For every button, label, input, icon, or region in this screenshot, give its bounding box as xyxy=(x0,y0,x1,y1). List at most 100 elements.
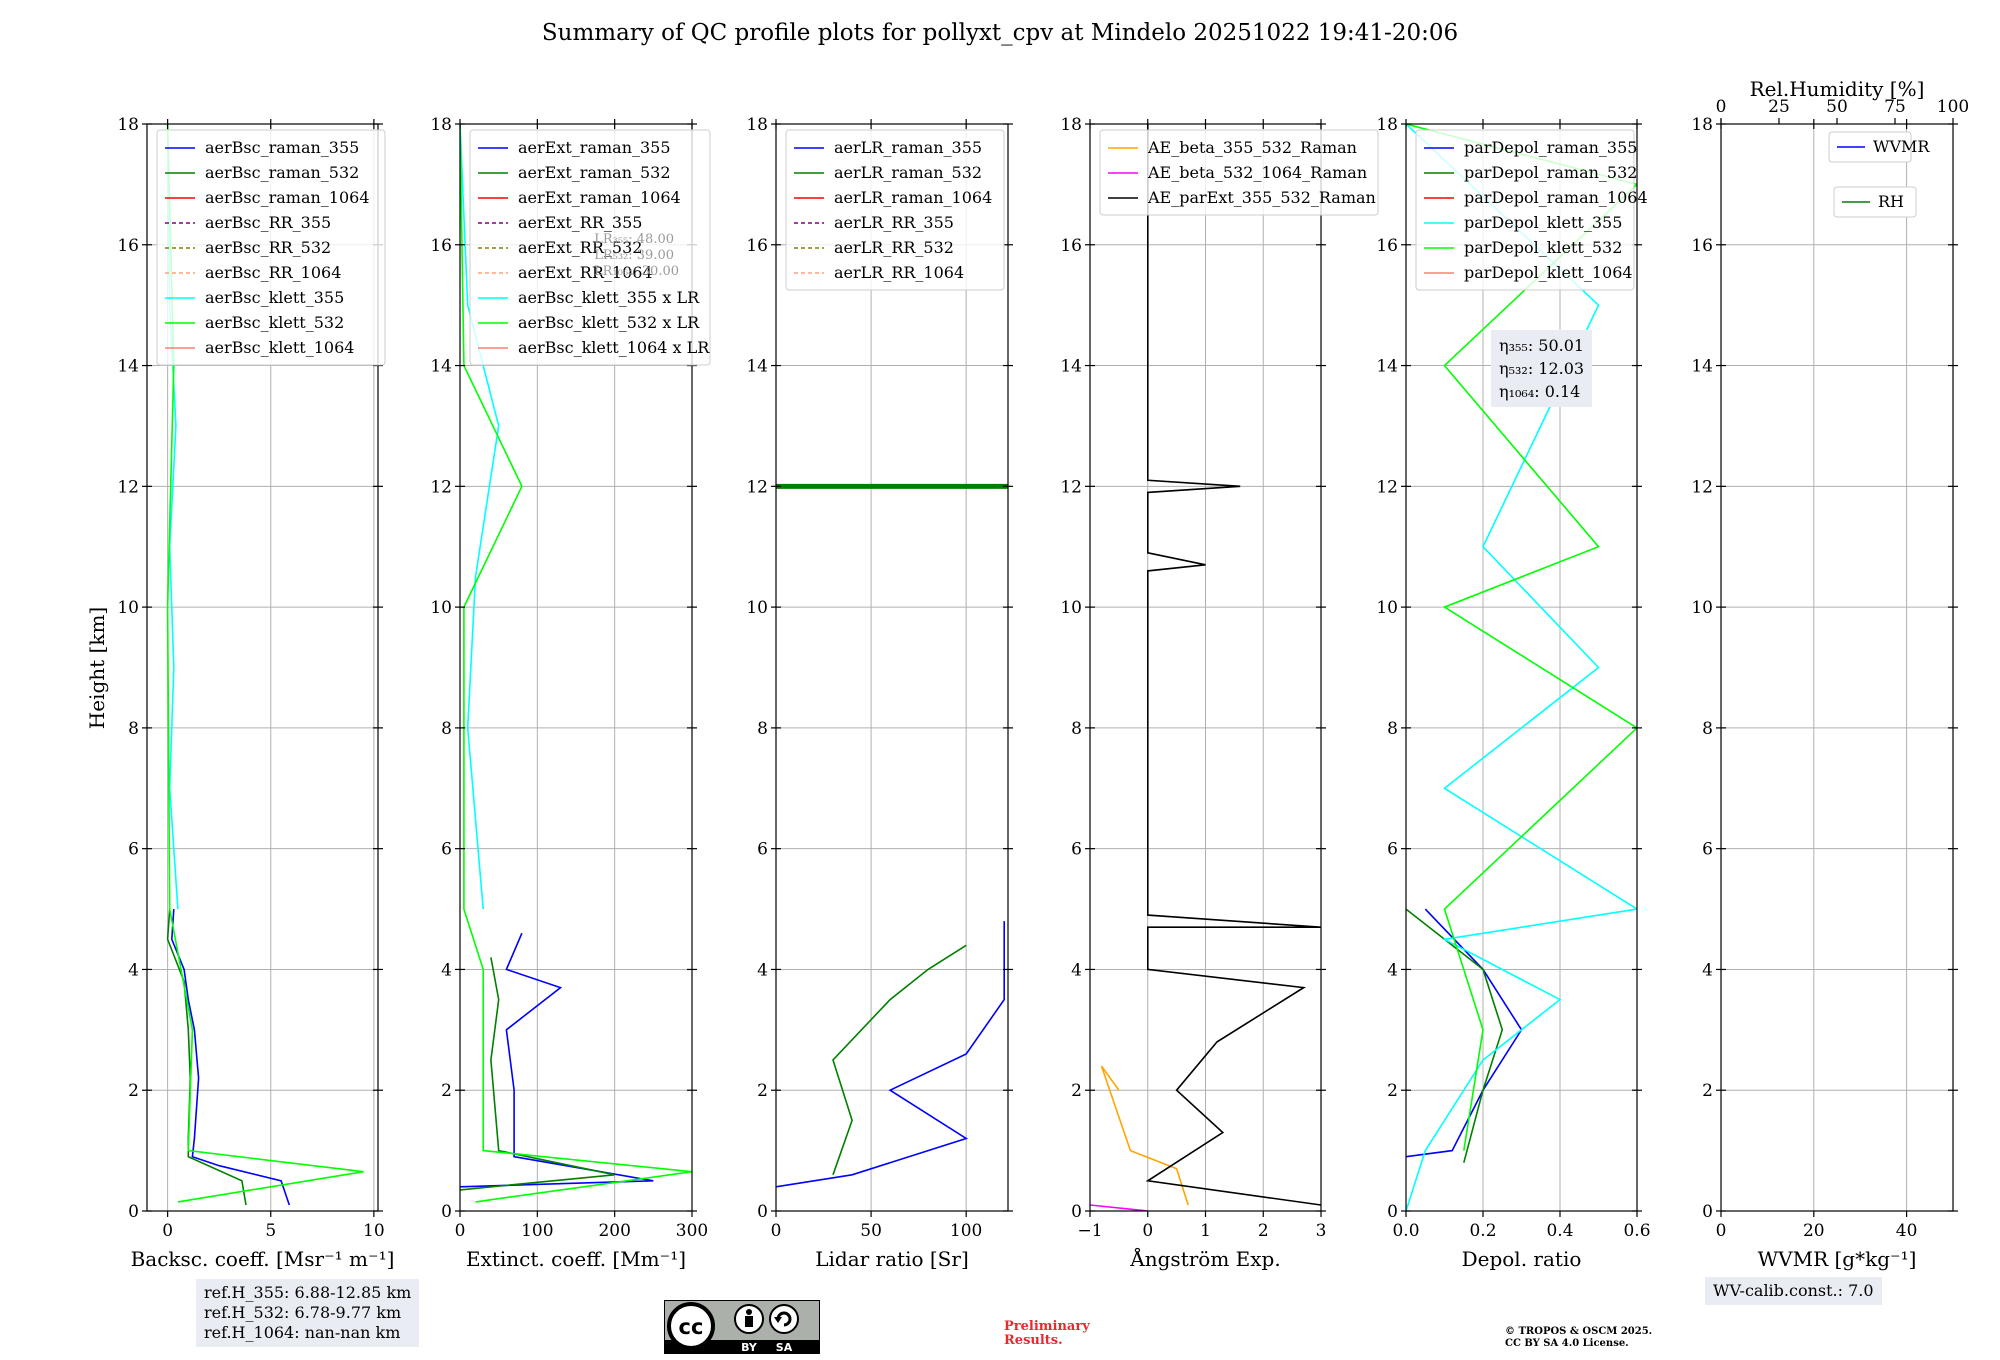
legend-label: aerBsc_klett_355 xyxy=(205,288,344,307)
series-aerBsc_klett_532 xyxy=(166,124,364,1203)
legend-label: aerBsc_raman_532 xyxy=(205,163,359,182)
y-tick-label: 10 xyxy=(1060,598,1082,618)
legend-label: aerLR_RR_355 xyxy=(834,213,954,232)
y-tick-label: 6 xyxy=(1702,840,1713,860)
x-tick-label: −1 xyxy=(1077,1221,1102,1241)
y-tick-label: 10 xyxy=(1376,598,1398,618)
y-tick-label: 12 xyxy=(1060,477,1082,497)
x-axis-label: Ångström Exp. xyxy=(1129,1246,1280,1271)
top-x-tick-label: 0 xyxy=(1716,97,1727,117)
legend-label: aerExt_raman_1064 xyxy=(518,188,681,207)
x-tick-label: 0 xyxy=(455,1221,466,1241)
x-axis-label: Extinct. coeff. [Mm⁻¹] xyxy=(466,1247,686,1271)
plot-frame xyxy=(459,123,693,1212)
plot-frame xyxy=(1405,123,1638,1212)
x-tick-label: 0.2 xyxy=(1469,1221,1496,1241)
x-tick-label: 300 xyxy=(676,1221,708,1241)
ref-height-1064: ref.H_1064: nan-nan km xyxy=(204,1323,401,1342)
panel-extinction: 0 2 4 6 8 10 12 14 16 18 0 100 200 300 Extinct. coeff.… xyxy=(430,115,711,1271)
series-AE_beta_355_532_Raman xyxy=(1100,1065,1189,1206)
legend-label: parDepol_klett_355 xyxy=(1464,213,1622,232)
y-tick-label: 16 xyxy=(746,236,768,256)
y-tick-label: 4 xyxy=(1702,960,1713,980)
x-axis-label: WVMR [g*kg⁻¹] xyxy=(1758,1247,1917,1271)
series-parDepol_raman_355 xyxy=(1406,908,1523,1158)
legend-label: aerExt_raman_532 xyxy=(518,163,671,182)
series-aerLR_raman_532 xyxy=(832,944,967,1176)
y-tick-label: 14 xyxy=(1376,357,1398,377)
y-tick-label: 2 xyxy=(1071,1081,1082,1101)
plot-area xyxy=(460,124,692,1203)
y-tick-label: 2 xyxy=(441,1081,452,1101)
legend-label: aerLR_raman_532 xyxy=(834,163,982,182)
x-tick-label: 50 xyxy=(860,1221,882,1241)
plot-area xyxy=(776,483,1008,1188)
legend-label: parDepol_klett_1064 xyxy=(1464,263,1633,282)
eta-355: η₃₅₅: 50.01 xyxy=(1499,336,1585,355)
series-AE_parExt_355_532_Raman xyxy=(1145,124,1321,1206)
legend-label: aerBsc_klett_1064 x LR xyxy=(518,338,710,357)
figure-title: Summary of QC profile plots for pollyxt_… xyxy=(541,20,1459,46)
y-tick-label: 6 xyxy=(441,840,452,860)
x-axis-label: Backsc. coeff. [Msr⁻¹ m⁻¹] xyxy=(131,1247,395,1271)
y-tick-label: 10 xyxy=(746,598,768,618)
legend-box xyxy=(1099,129,1379,216)
svg-text:cc: cc xyxy=(679,1315,704,1339)
legend-label-WVMR: WVMR xyxy=(1873,137,1930,156)
y-tick-label: 16 xyxy=(117,236,139,256)
plot-area xyxy=(1090,124,1321,1211)
y-tick-label: 14 xyxy=(746,357,768,377)
series-aerLR_raman_355 xyxy=(776,921,1006,1188)
x-tick-label: 2 xyxy=(1258,1221,1269,1241)
x-tick-label: 100 xyxy=(521,1221,553,1241)
x-tick-label: 0 xyxy=(1716,1221,1727,1241)
y-tick-label: 18 xyxy=(1060,115,1082,135)
x-tick-label: 0.0 xyxy=(1392,1221,1419,1241)
legend-label: aerBsc_klett_355 x LR xyxy=(518,288,700,307)
legend-label: parDepol_raman_532 xyxy=(1464,163,1637,182)
y-tick-label: 12 xyxy=(746,477,768,497)
y-tick-label: 14 xyxy=(1691,357,1713,377)
series-parDepol_klett_355 xyxy=(1406,124,1637,1211)
cc-sa-label: SA xyxy=(776,1341,793,1354)
x-tick-label: 0.4 xyxy=(1546,1221,1573,1241)
legend-label: aerLR_RR_532 xyxy=(834,238,954,257)
y-tick-label: 14 xyxy=(117,357,139,377)
legend-label: aerBsc_RR_532 xyxy=(205,238,331,257)
y-tick-label: 0 xyxy=(757,1202,768,1222)
legend-box xyxy=(156,129,386,366)
y-tick-label: 4 xyxy=(757,960,768,980)
y-tick-label: 18 xyxy=(117,115,139,135)
y-tick-label: 12 xyxy=(1376,477,1398,497)
y-tick-label: 12 xyxy=(1691,477,1713,497)
legend-label: aerExt_RR_355 xyxy=(518,213,642,232)
y-tick-label: 8 xyxy=(1387,719,1398,739)
y-tick-label: 0 xyxy=(441,1202,452,1222)
y-tick-label: 4 xyxy=(441,960,452,980)
legend-label: aerBsc_klett_532 xyxy=(205,313,344,332)
y-tick-label: 16 xyxy=(1060,236,1082,256)
y-tick-label: 18 xyxy=(430,115,452,135)
y-tick-label: 0 xyxy=(1702,1202,1713,1222)
x-tick-label: 0.6 xyxy=(1623,1221,1650,1241)
y-tick-label: 10 xyxy=(1691,598,1713,618)
top-x-tick-label: 25 xyxy=(1768,97,1790,117)
plot-frame xyxy=(1720,123,1954,1212)
x-tick-label: 20 xyxy=(1803,1221,1825,1241)
legend-label: aerExt_raman_355 xyxy=(518,138,671,157)
y-tick-label: 18 xyxy=(746,115,768,135)
preliminary-note: Preliminary Results. xyxy=(1004,1320,1090,1348)
eta-box: η₃₅₅: 50.01 η₅₃₂: 12.03 η₁₀₆₄: 0.14 xyxy=(1491,330,1593,407)
legend-label: AE_beta_355_532_Raman xyxy=(1147,138,1357,157)
y-axis-label: Height [km] xyxy=(85,607,109,729)
copyright-line-1: © TROPOS & OSCM 2025. xyxy=(1505,1326,1653,1337)
y-tick-label: 12 xyxy=(430,477,452,497)
y-tick-label: 4 xyxy=(128,960,139,980)
legend-label: parDepol_raman_1064 xyxy=(1464,188,1648,207)
y-tick-label: 8 xyxy=(1702,719,1713,739)
eta-532: η₅₃₂: 12.03 xyxy=(1499,359,1585,378)
y-tick-label: 16 xyxy=(1376,236,1398,256)
y-tick-label: 8 xyxy=(441,719,452,739)
